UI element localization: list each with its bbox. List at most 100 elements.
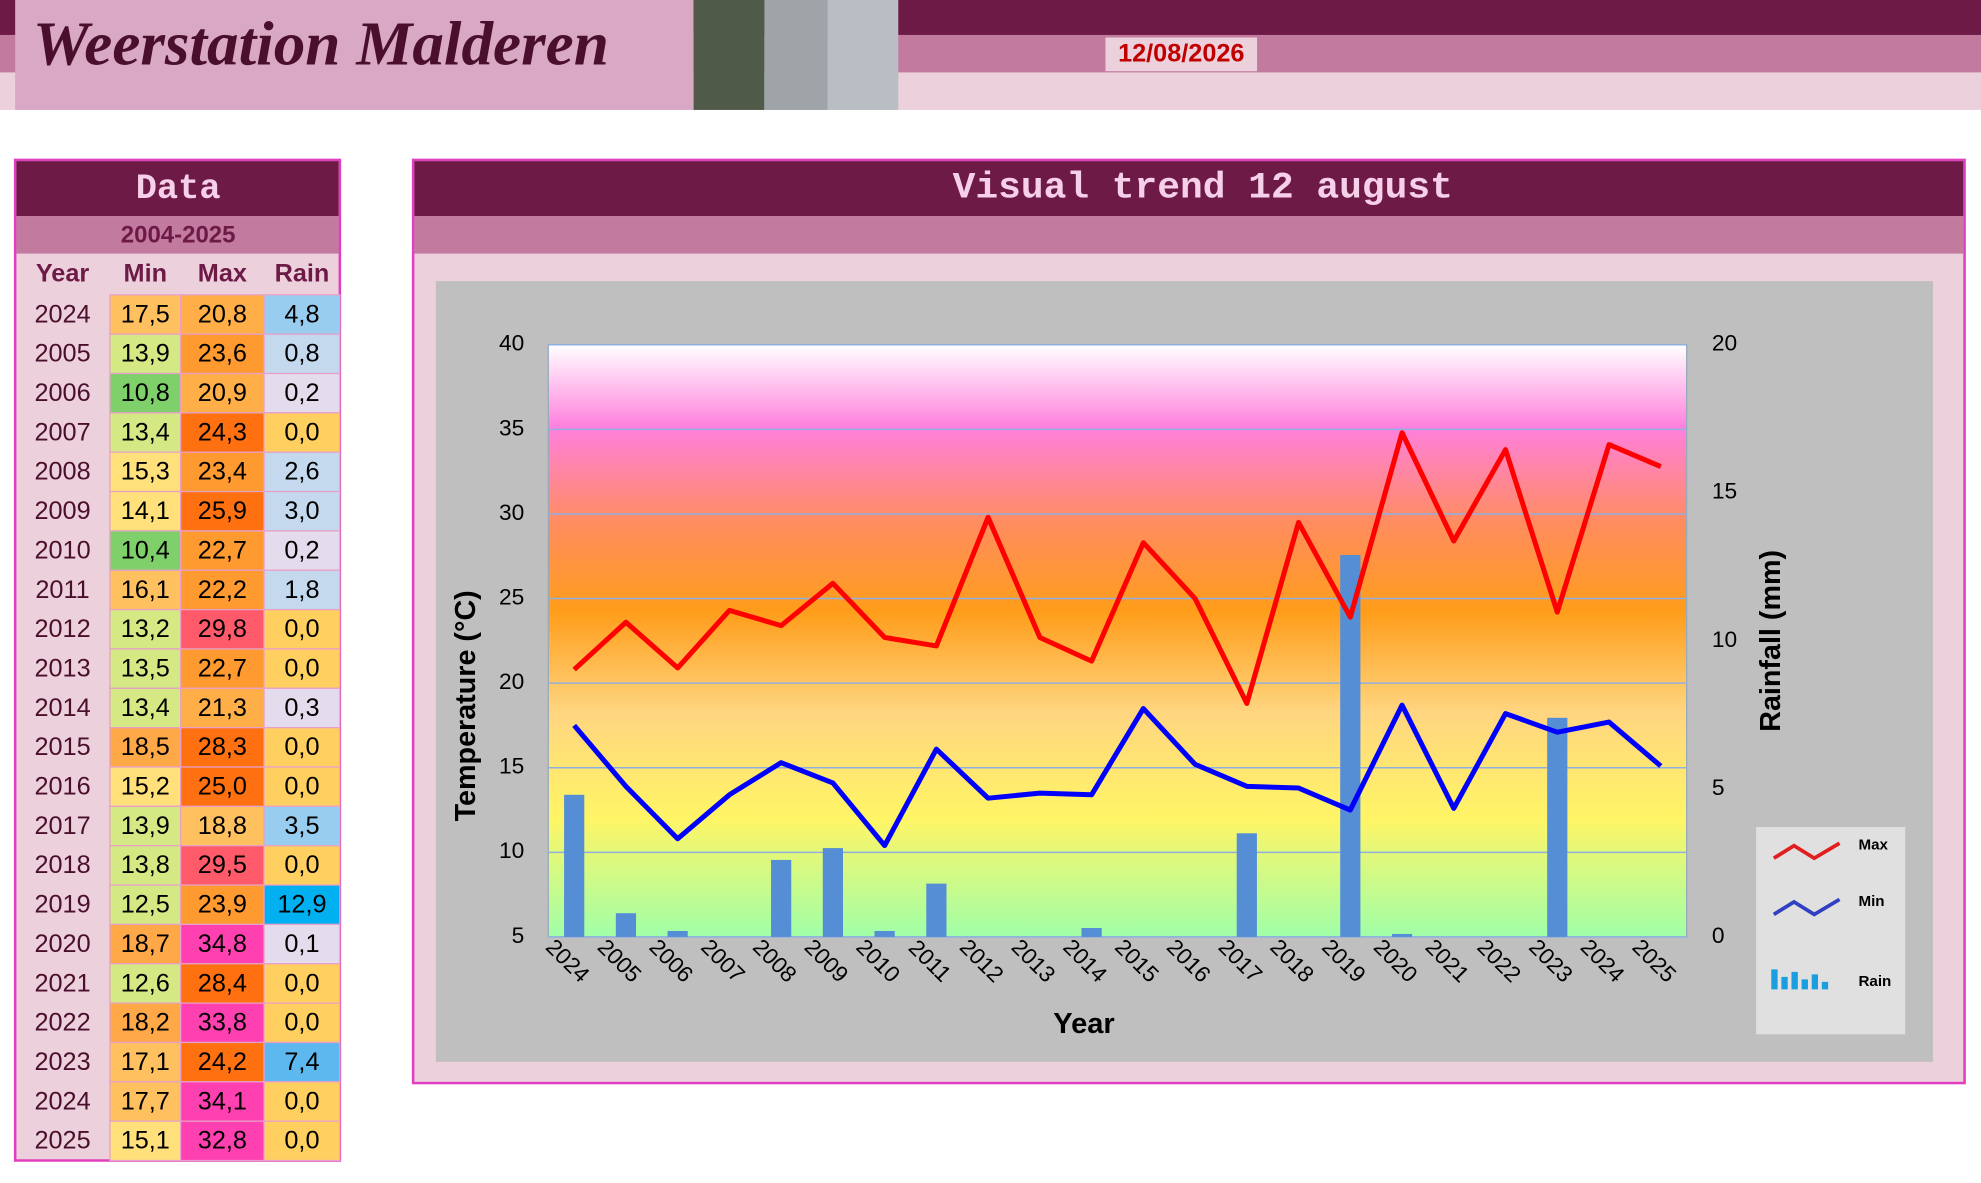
cell-bg: [180, 805, 265, 847]
rain-bar: [667, 930, 688, 937]
cell: 22,7: [198, 655, 247, 683]
cell-bg: [180, 845, 265, 886]
cell-bg: [109, 648, 182, 689]
cell-bg: [263, 884, 341, 926]
cell: 2005: [34, 340, 90, 368]
cell-bg: [180, 1081, 265, 1122]
cell: 0,0: [284, 1127, 319, 1155]
cell-bg: [263, 294, 341, 335]
cell: 2018: [34, 851, 90, 879]
cell-bg: [180, 372, 265, 414]
photo: [764, 0, 828, 110]
cell: 2019: [34, 891, 90, 919]
rain-bar: [926, 883, 947, 937]
y2-tick-label: 10: [1712, 627, 1737, 652]
cell: 2008: [34, 458, 90, 486]
cell-bg: [263, 1041, 341, 1083]
cell: 22,7: [198, 537, 247, 565]
cell: 0,0: [284, 733, 319, 761]
cell: 18,7: [121, 930, 170, 958]
photo: [693, 0, 765, 110]
cell: 10,4: [121, 537, 170, 565]
cell: 13,9: [121, 340, 170, 368]
cell: 0,0: [284, 773, 319, 801]
cell-bg: [263, 687, 341, 729]
column-header: Year: [36, 260, 90, 288]
rain-bar: [1340, 554, 1361, 937]
table-subtitle-bar: [16, 216, 339, 254]
cell: 18,2: [121, 1009, 170, 1037]
cell: 0,2: [284, 537, 319, 565]
legend-icon: [1781, 976, 1788, 990]
y-tick-label: 15: [499, 754, 524, 779]
cell: 34,1: [198, 1087, 247, 1115]
y2-tick-label: 5: [1712, 775, 1725, 800]
cell-bg: [263, 766, 341, 807]
cell: 34,8: [198, 930, 247, 958]
table-title: Data: [136, 169, 221, 209]
cell: 15,3: [121, 458, 170, 486]
cell: 32,8: [198, 1127, 247, 1155]
chart-title-bar: [414, 161, 1964, 217]
y-tick-label: 5: [512, 923, 525, 948]
cell: 13,5: [121, 655, 170, 683]
cell-bg: [109, 608, 182, 650]
rain-bar: [1236, 833, 1257, 937]
cell-bg: [263, 333, 341, 375]
cell: 28,4: [198, 969, 247, 997]
cell: 2011: [35, 576, 89, 604]
cell: 13,2: [121, 615, 170, 643]
cell: 12,5: [121, 891, 170, 919]
legend-label: Rain: [1858, 973, 1891, 990]
cell-bg: [109, 569, 182, 611]
date: 12/08/2026: [1118, 40, 1244, 68]
cell: 22,2: [198, 576, 247, 604]
plot-area: [547, 344, 1688, 938]
legend-icon: [1772, 841, 1841, 861]
cell-bg: [109, 766, 182, 807]
cell-bg: [180, 608, 265, 650]
cell-bg: [263, 648, 341, 689]
cell-bg: [263, 372, 341, 414]
legend-label: Min: [1858, 893, 1884, 910]
cell-bg: [263, 569, 341, 611]
cell: 16,1: [121, 576, 170, 604]
y2-tick-label: 15: [1712, 479, 1737, 504]
cell: 2025: [34, 1127, 90, 1155]
date-box: [1105, 37, 1258, 72]
legend-icon: [1801, 979, 1808, 990]
cell: 2016: [34, 773, 90, 801]
cell: 0,0: [284, 615, 319, 643]
cell: 17,7: [121, 1087, 170, 1115]
y-tick-label: 25: [499, 585, 524, 610]
rain-bar: [771, 859, 792, 937]
title-box: [15, 0, 694, 110]
cell: 14,1: [121, 497, 170, 525]
cell: 23,9: [198, 891, 247, 919]
legend-icon: [1811, 974, 1819, 990]
cell: 0,0: [284, 851, 319, 879]
cell: 2014: [34, 694, 90, 722]
table-subtitle: 2004-2025: [121, 221, 236, 248]
cell: 2021: [34, 969, 90, 997]
cell: 2,6: [284, 458, 319, 486]
cell: 24,2: [198, 1048, 247, 1076]
cell: 2015: [34, 733, 90, 761]
cell: 12,9: [277, 891, 326, 919]
cell: 3,0: [284, 497, 319, 525]
cell: 13,4: [121, 694, 170, 722]
cell: 0,0: [284, 655, 319, 683]
cell: 29,8: [198, 615, 247, 643]
cell: 2022: [34, 1009, 90, 1037]
cell: 20,8: [198, 300, 247, 328]
cell: 2024: [34, 1087, 90, 1115]
chart-band: [414, 216, 1964, 254]
rain-bar: [1391, 933, 1413, 937]
cell: 12,6: [121, 969, 170, 997]
rain-bar: [1547, 717, 1568, 937]
cell: 0,0: [284, 1087, 319, 1115]
site-title: Weerstation Malderen: [33, 9, 609, 79]
y-tick-label: 30: [499, 500, 524, 525]
cell: 0,1: [284, 930, 319, 958]
